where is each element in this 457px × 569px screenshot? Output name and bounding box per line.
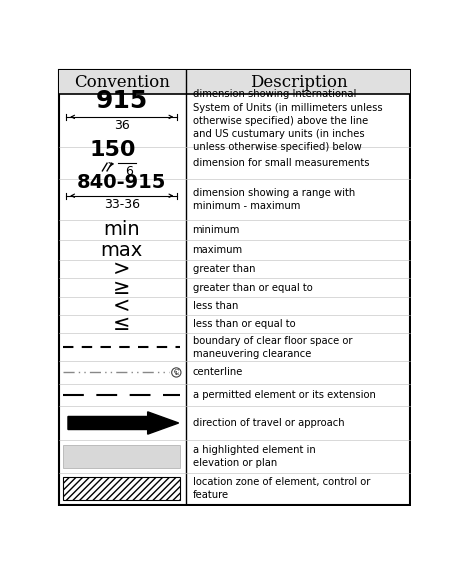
Text: 915: 915 [96, 89, 148, 113]
Text: boundary of clear floor space or
maneuvering clearance: boundary of clear floor space or maneuve… [192, 336, 352, 359]
Text: ≥: ≥ [113, 278, 131, 298]
Text: 6: 6 [126, 165, 133, 178]
Text: <: < [113, 296, 131, 316]
Text: ≤: ≤ [113, 314, 131, 334]
FancyArrow shape [68, 412, 179, 434]
Text: >: > [113, 259, 131, 279]
Text: min: min [103, 220, 140, 240]
Text: less than: less than [192, 301, 238, 311]
Text: dimension showing a range with
minimum - maximum: dimension showing a range with minimum -… [192, 188, 355, 211]
Bar [64, 445, 180, 468]
Text: centerline: centerline [192, 368, 243, 377]
Text: dimension showing International
System of Units (in millimeters unless
otherwise: dimension showing International System o… [192, 89, 382, 152]
Text: location zone of element, control or
feature: location zone of element, control or fea… [192, 477, 370, 500]
Text: direction of travel or approach: direction of travel or approach [192, 418, 344, 428]
Bar [58, 70, 410, 94]
Text: L: L [175, 372, 178, 377]
Text: minimum: minimum [192, 225, 240, 235]
Text: greater than or equal to: greater than or equal to [192, 283, 312, 292]
Text: Convention: Convention [74, 73, 170, 90]
Text: a highlighted element in
elevation or plan: a highlighted element in elevation or pl… [192, 445, 315, 468]
Text: maximum: maximum [192, 245, 243, 255]
Text: less than or equal to: less than or equal to [192, 319, 295, 329]
Text: 150: 150 [89, 140, 136, 160]
Text: 36: 36 [114, 119, 130, 132]
Text: 840-915: 840-915 [77, 173, 166, 192]
Bar [64, 477, 180, 500]
Text: Description: Description [250, 73, 348, 90]
Text: 33-36: 33-36 [104, 198, 140, 211]
Text: a permitted element or its extension: a permitted element or its extension [192, 390, 376, 399]
Text: max: max [101, 241, 143, 259]
Text: C: C [174, 368, 179, 376]
Text: greater than: greater than [192, 265, 255, 274]
Text: dimension for small measurements: dimension for small measurements [192, 158, 369, 168]
